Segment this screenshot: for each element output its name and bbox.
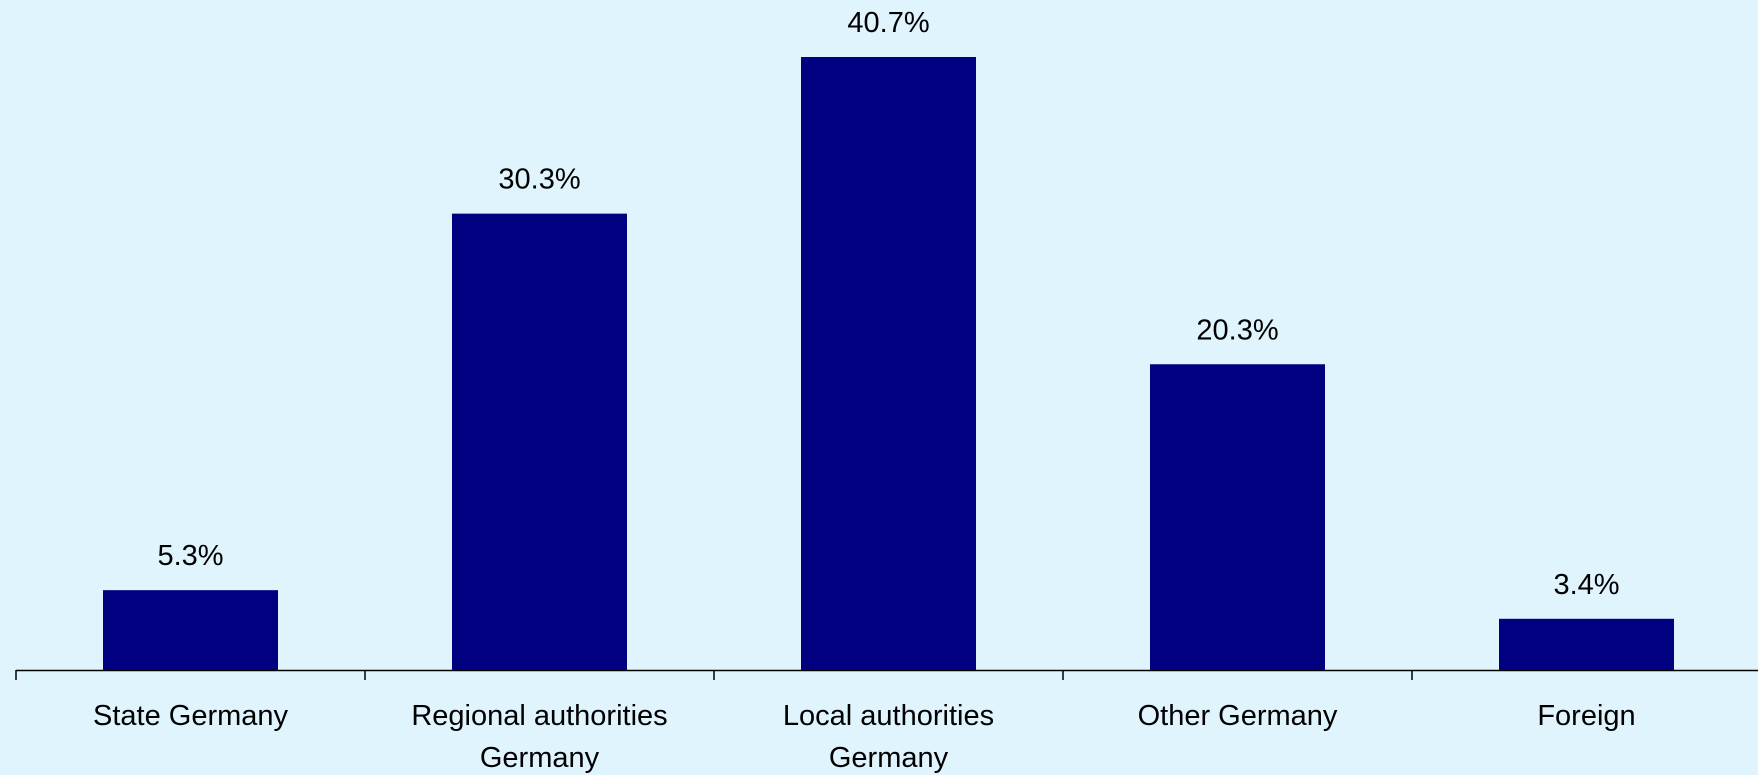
value-label: 3.4% [1553,569,1619,601]
x-tick-label: Foreign [1537,700,1635,732]
label-line: Germany [829,742,949,774]
x-tick-label: State Germany [93,700,289,732]
bar [452,213,627,670]
value-label: 20.3% [1196,314,1278,346]
bar [1150,364,1325,670]
label-line: Germany [480,742,600,774]
label-line: Local authorities [783,700,994,732]
value-label: 40.7% [847,7,929,39]
x-tick-label: Other Germany [1138,700,1338,732]
value-label: 5.3% [157,540,223,572]
bar [801,57,976,670]
x-tick-label: Local authorities Germany [783,700,994,774]
bar [103,590,278,670]
x-tick-label: Regional authorities Germany [411,700,667,774]
label-line: Regional authorities [411,700,667,732]
value-label: 30.3% [498,164,580,196]
bar [1499,618,1674,670]
